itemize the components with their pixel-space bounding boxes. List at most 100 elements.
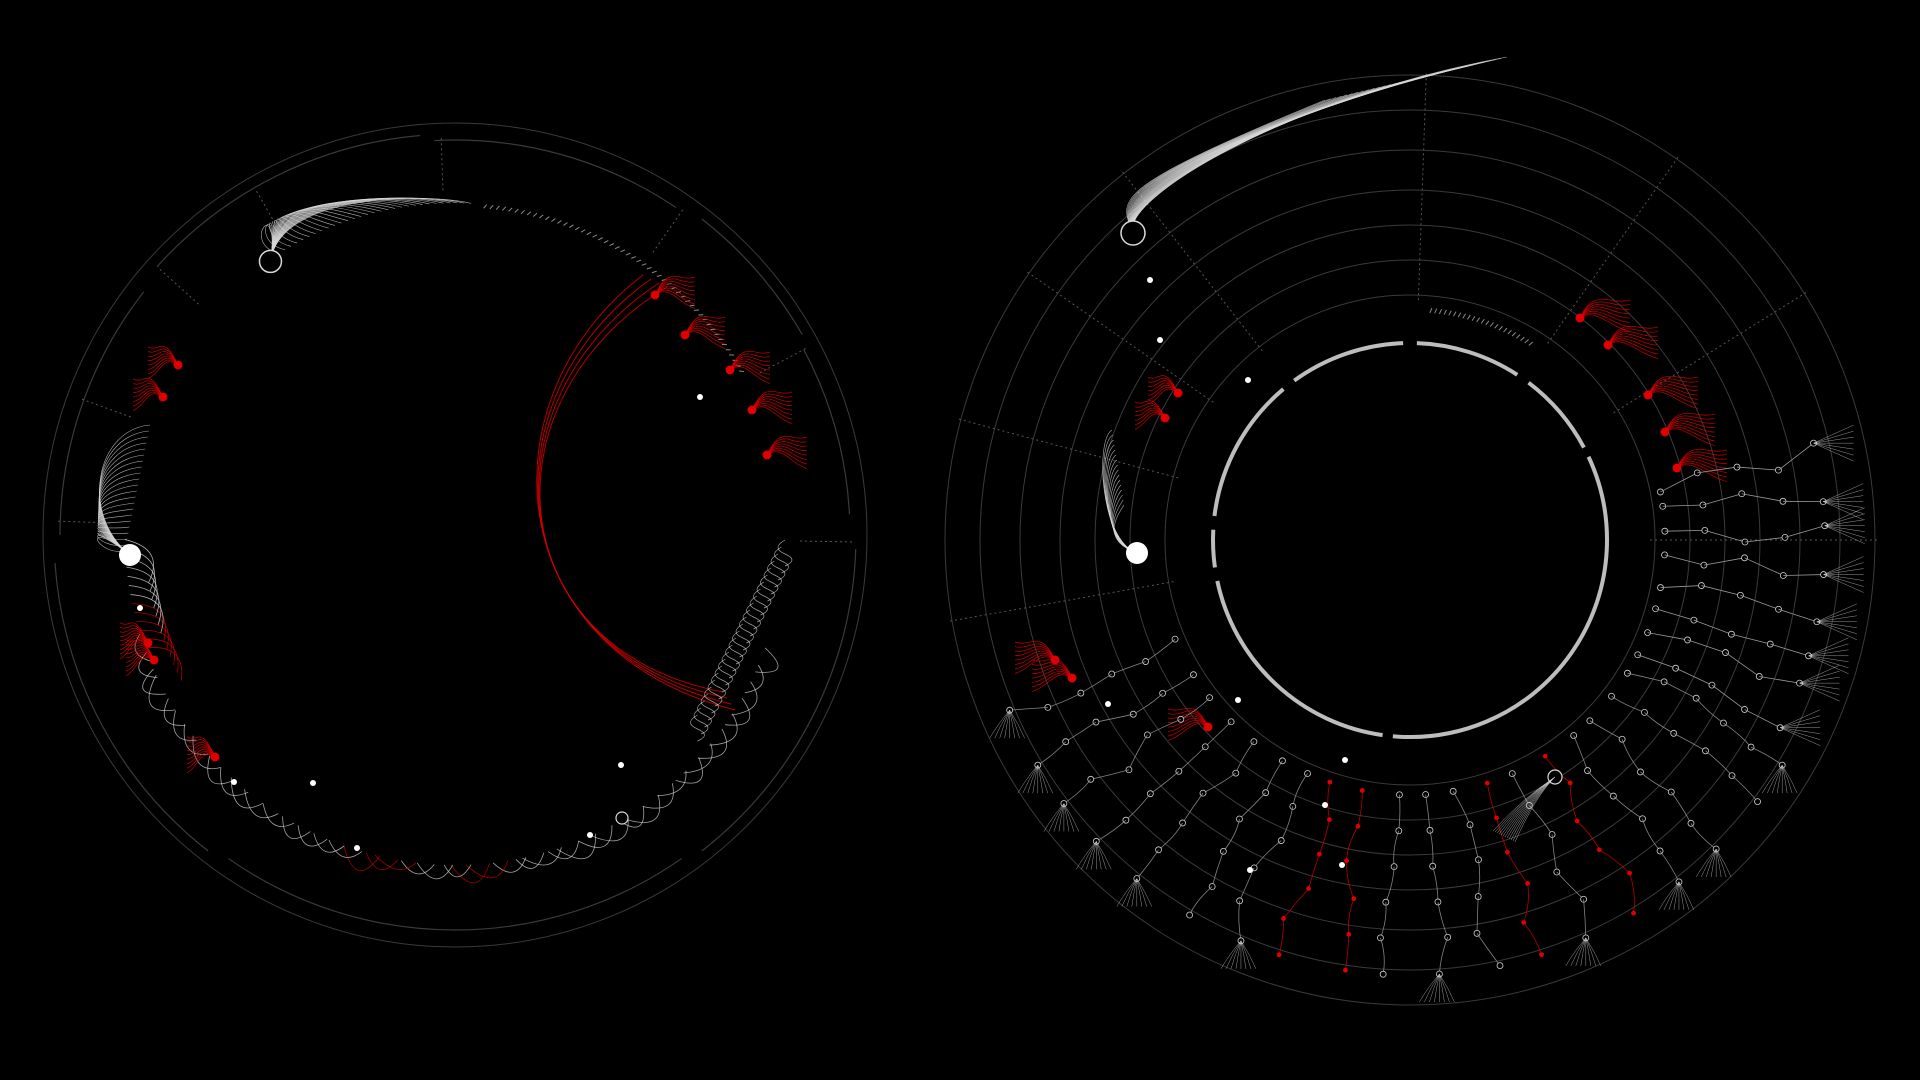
loop-link bbox=[173, 710, 197, 741]
coil-link bbox=[711, 672, 726, 700]
leaf-link bbox=[1700, 848, 1717, 878]
tree-link bbox=[1675, 667, 1713, 686]
coil-link bbox=[718, 658, 733, 686]
tree-link bbox=[1469, 824, 1479, 860]
tree-link bbox=[1239, 792, 1266, 820]
coil-link bbox=[739, 616, 754, 644]
red-link bbox=[654, 281, 696, 296]
leaf-link bbox=[1580, 937, 1587, 966]
fan-link bbox=[1129, 90, 1364, 234]
leaf-link bbox=[1813, 442, 1854, 462]
red-link bbox=[1031, 666, 1073, 679]
red-link bbox=[1664, 412, 1716, 433]
leaf-link bbox=[1116, 878, 1138, 907]
tick-mark bbox=[1515, 334, 1521, 339]
tree-link bbox=[1695, 697, 1724, 724]
leaf-link bbox=[1813, 436, 1854, 444]
fan-link bbox=[98, 466, 142, 556]
fan-link bbox=[270, 197, 465, 262]
leaf-link bbox=[1096, 841, 1107, 870]
fan-link bbox=[1131, 76, 1425, 234]
red-node bbox=[143, 638, 153, 648]
loop-link bbox=[328, 839, 363, 858]
red-link bbox=[1647, 391, 1699, 409]
small-node bbox=[310, 780, 316, 786]
leaf-link bbox=[1131, 878, 1138, 907]
leaf-link bbox=[1575, 937, 1587, 966]
tree-link bbox=[1009, 706, 1048, 711]
loop-link bbox=[262, 803, 295, 827]
fan-link bbox=[270, 197, 444, 262]
tree-link bbox=[1670, 791, 1692, 824]
sector-divider bbox=[80, 398, 131, 418]
tick-mark bbox=[508, 207, 513, 212]
leaf-link bbox=[1781, 765, 1788, 794]
leaf-link bbox=[1715, 848, 1732, 878]
tree-link bbox=[1778, 608, 1817, 623]
fan-link bbox=[98, 478, 140, 556]
tick-mark bbox=[1524, 339, 1529, 344]
red-link bbox=[1579, 298, 1631, 319]
leaf-link bbox=[1663, 881, 1680, 910]
tick-mark bbox=[698, 314, 704, 316]
sector-divider bbox=[1417, 70, 1427, 301]
tick-mark bbox=[532, 212, 538, 217]
tree-node bbox=[1596, 847, 1602, 853]
coil-link bbox=[774, 546, 789, 574]
loop-link bbox=[683, 743, 713, 774]
tree-node bbox=[1379, 970, 1387, 978]
leaf-link bbox=[1419, 973, 1440, 1003]
loop-link bbox=[450, 863, 490, 884]
red-link bbox=[1607, 337, 1659, 350]
tree-link bbox=[1664, 530, 1705, 532]
red-link bbox=[1676, 456, 1728, 469]
leaf-link bbox=[1808, 637, 1849, 657]
leaf-link bbox=[1240, 940, 1247, 969]
red-link bbox=[1607, 339, 1659, 355]
red-link bbox=[1579, 304, 1631, 319]
tick-mark bbox=[545, 216, 550, 221]
red-link bbox=[1676, 448, 1728, 469]
coil-link bbox=[690, 714, 705, 742]
leaf-link bbox=[1032, 765, 1039, 794]
red-link bbox=[751, 398, 793, 411]
tick-mark bbox=[1498, 325, 1503, 331]
leaf-link bbox=[1063, 803, 1080, 832]
red-node bbox=[762, 450, 772, 460]
leaf-link bbox=[1816, 621, 1857, 635]
loop-link bbox=[657, 770, 687, 797]
leaf-link bbox=[1585, 937, 1592, 966]
leaf-link bbox=[1771, 765, 1783, 794]
sector-arc bbox=[434, 139, 677, 209]
red-link bbox=[1647, 375, 1699, 396]
tick-mark bbox=[631, 256, 637, 259]
tree-link bbox=[1703, 557, 1745, 566]
tree-link bbox=[1280, 806, 1294, 841]
fan-link bbox=[270, 199, 423, 262]
leaf-link bbox=[1780, 727, 1821, 740]
leaf-link bbox=[1766, 765, 1783, 794]
guide-ring bbox=[1164, 294, 1656, 786]
tree-node bbox=[1539, 952, 1544, 958]
leaf-link bbox=[1121, 878, 1138, 907]
tree-link bbox=[1345, 934, 1350, 971]
loop-link bbox=[492, 857, 527, 873]
fan-link bbox=[1131, 80, 1408, 234]
tick-mark bbox=[1503, 327, 1508, 333]
tick-mark bbox=[1448, 310, 1452, 316]
leaf-link bbox=[1824, 507, 1865, 526]
tree-node bbox=[1346, 931, 1352, 937]
leaf-link bbox=[1225, 940, 1242, 969]
inner-ring-segment bbox=[1211, 529, 1217, 568]
tree-link bbox=[1239, 867, 1255, 901]
leaf-link bbox=[1799, 682, 1840, 702]
leaf-link bbox=[1585, 937, 1602, 966]
tree-link bbox=[1357, 790, 1363, 827]
leaf-link bbox=[1081, 841, 1097, 870]
tree-link bbox=[1096, 819, 1127, 842]
tick-mark bbox=[489, 204, 494, 210]
loop-link bbox=[642, 783, 674, 809]
loop-link bbox=[207, 755, 235, 785]
tree-link bbox=[1437, 901, 1449, 938]
leaf-link bbox=[1037, 765, 1049, 794]
